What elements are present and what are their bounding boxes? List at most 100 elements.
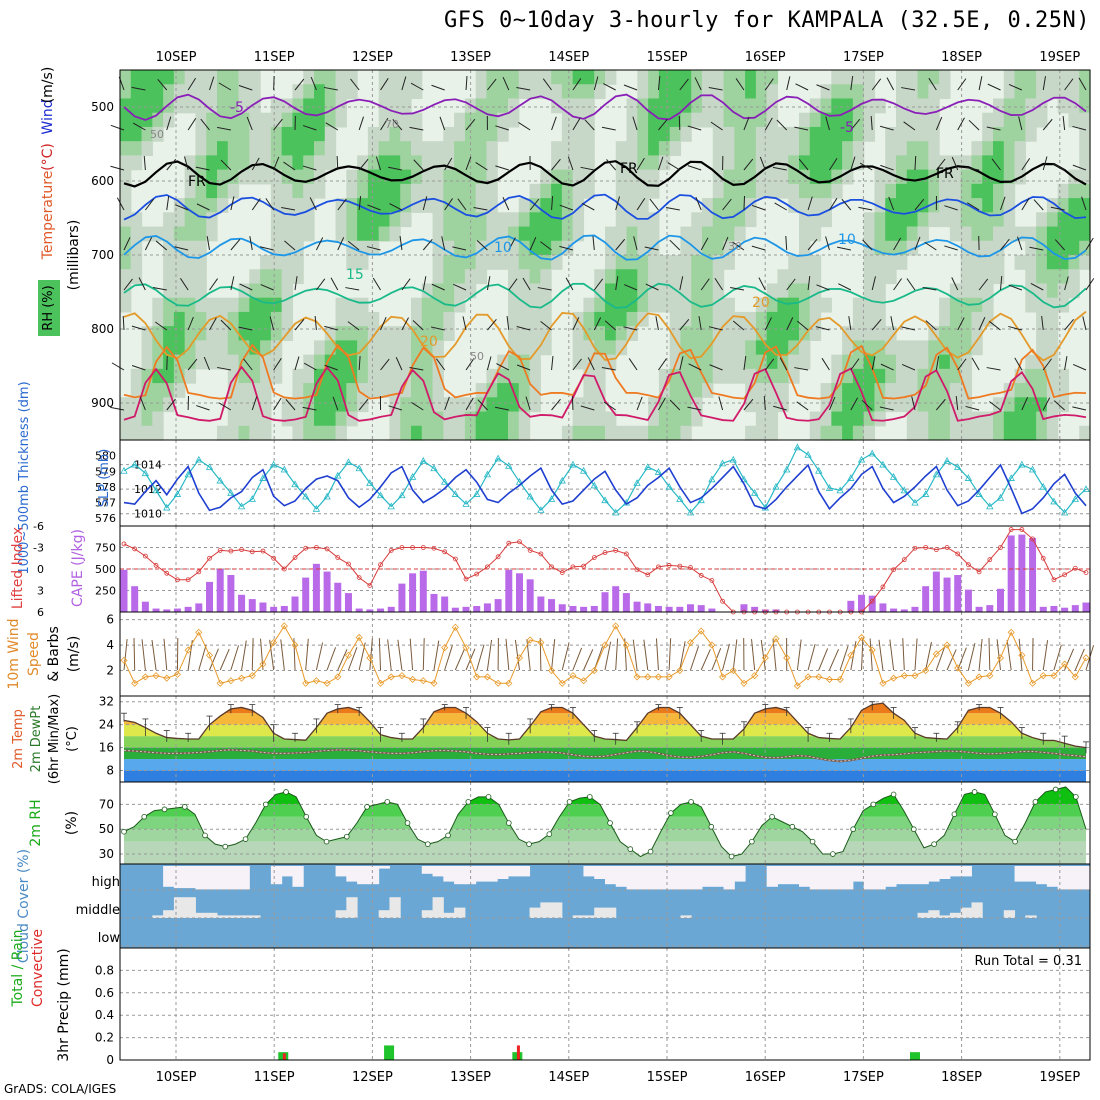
rh-cell bbox=[432, 340, 444, 356]
wind-barb bbox=[645, 283, 659, 291]
slp-marker bbox=[216, 476, 224, 484]
cape-bar bbox=[323, 571, 331, 612]
rh-cell bbox=[400, 354, 412, 370]
wind-barb bbox=[217, 126, 231, 131]
rh-cell bbox=[1003, 169, 1016, 185]
cape-bar bbox=[206, 581, 214, 612]
li-marker bbox=[196, 569, 202, 575]
rh-cell bbox=[141, 326, 153, 341]
wind10m-barb bbox=[1064, 648, 1075, 671]
wind-barb bbox=[174, 204, 189, 211]
wind10m-barb bbox=[946, 649, 957, 671]
rh-cell bbox=[1068, 255, 1080, 270]
rh-cell bbox=[1057, 283, 1070, 299]
rh-cell bbox=[971, 411, 983, 427]
rh-cell bbox=[1036, 255, 1048, 270]
rh-cell bbox=[723, 255, 735, 270]
rh-cell bbox=[852, 155, 865, 171]
rh-cell bbox=[928, 84, 940, 100]
wind-barb bbox=[143, 156, 146, 171]
rh-cell bbox=[270, 255, 283, 270]
rh-cell bbox=[637, 297, 649, 313]
rh-cell bbox=[755, 183, 768, 199]
rh-cell bbox=[173, 70, 186, 85]
rh-cell bbox=[529, 297, 541, 313]
rh-cell bbox=[486, 226, 498, 242]
wind-barb bbox=[551, 158, 561, 171]
wind-barb bbox=[332, 396, 339, 411]
rh-cell bbox=[928, 155, 940, 171]
rh-cell bbox=[1057, 397, 1070, 413]
rh-cell bbox=[152, 340, 164, 356]
cape-bar bbox=[975, 606, 983, 612]
rh-cell bbox=[508, 311, 520, 327]
slp-marker bbox=[259, 474, 267, 481]
rh-cell bbox=[928, 411, 940, 427]
rh-cell bbox=[820, 212, 832, 228]
rh-cell bbox=[163, 226, 175, 242]
rh-cell bbox=[799, 183, 811, 199]
rh-cell bbox=[820, 198, 832, 213]
rh-cell bbox=[508, 354, 520, 370]
rh-cell bbox=[680, 397, 692, 413]
rh-cell bbox=[367, 340, 380, 356]
rh-cell bbox=[766, 368, 779, 384]
rh-cell bbox=[1079, 240, 1091, 256]
wind10m-unit-label: (m/s) bbox=[66, 636, 82, 673]
wind10m-barbs-label: & Barbs bbox=[46, 626, 62, 682]
rh-cell bbox=[712, 212, 725, 228]
rh-cell bbox=[130, 212, 143, 228]
slp-marker bbox=[868, 449, 876, 457]
cloud-high-gap bbox=[777, 866, 789, 885]
rh-cell bbox=[874, 212, 886, 228]
slp-marker bbox=[440, 477, 449, 485]
rh-cell bbox=[1014, 98, 1026, 114]
wind10m-marker bbox=[483, 673, 491, 681]
rh-cell bbox=[669, 255, 682, 270]
rh-cell bbox=[1068, 98, 1080, 114]
cloud-high-gap bbox=[939, 866, 951, 879]
rh-cell bbox=[723, 155, 735, 171]
cloud-high-gap bbox=[842, 866, 854, 890]
slp-marker bbox=[387, 502, 395, 510]
rh2m-marker bbox=[708, 823, 715, 830]
rh-cell bbox=[152, 70, 164, 85]
li-marker bbox=[591, 555, 597, 560]
cloud-high-gap bbox=[335, 866, 347, 877]
rh-cell bbox=[389, 112, 401, 128]
cloud-high-gap bbox=[281, 866, 293, 877]
rh-cell bbox=[766, 297, 779, 313]
wind-barb bbox=[399, 236, 403, 251]
rh-cell bbox=[249, 368, 261, 384]
wind10m-barb bbox=[219, 648, 230, 671]
rh-cell bbox=[971, 283, 983, 299]
rh-cell bbox=[508, 240, 520, 256]
rh-cell bbox=[906, 155, 919, 171]
wind-barb bbox=[978, 317, 986, 331]
rh-cell bbox=[691, 397, 703, 413]
cloud-high-gap bbox=[820, 866, 832, 890]
slp-marker bbox=[344, 458, 353, 466]
rh-cell bbox=[270, 112, 283, 128]
rh-cell bbox=[260, 326, 272, 341]
rh-cell bbox=[195, 212, 207, 228]
slp-marker bbox=[163, 503, 171, 511]
rh-cell bbox=[831, 70, 843, 85]
rh-cell bbox=[443, 126, 455, 142]
slp-marker bbox=[505, 461, 513, 469]
rh-cell bbox=[680, 84, 692, 100]
rh-cell bbox=[842, 141, 854, 156]
rh-cell bbox=[217, 112, 229, 128]
cloud-middle-gap bbox=[421, 910, 434, 918]
rh-cell bbox=[120, 169, 132, 185]
rh-cell bbox=[292, 240, 304, 256]
wind-unit-label: (m/s) bbox=[40, 67, 56, 104]
wind-barb bbox=[154, 321, 168, 331]
rh-cell bbox=[885, 212, 897, 228]
rh-cell bbox=[594, 368, 606, 384]
li-marker bbox=[688, 565, 693, 570]
rh-cell bbox=[1046, 283, 1059, 299]
rh2m-marker bbox=[546, 831, 553, 837]
rh-cell bbox=[712, 141, 725, 156]
wind-barb bbox=[444, 396, 450, 411]
